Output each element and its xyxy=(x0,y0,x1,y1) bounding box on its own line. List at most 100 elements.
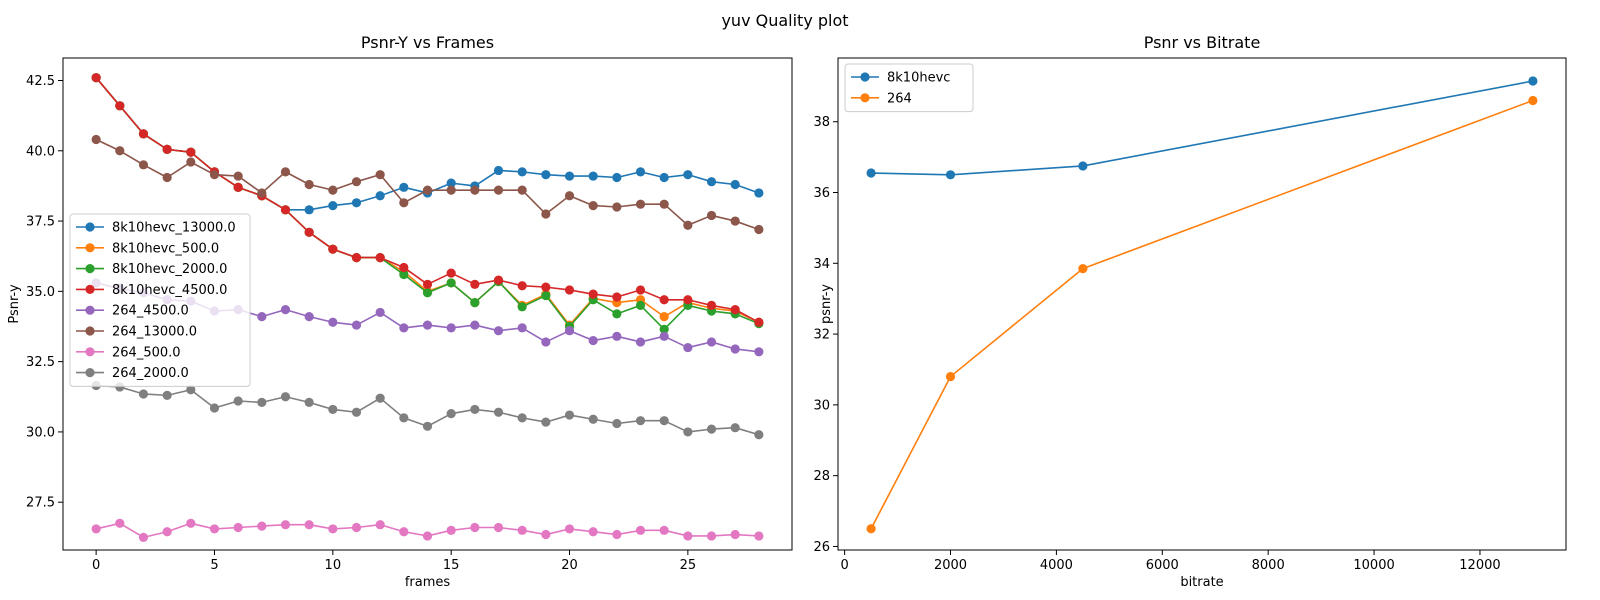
data-point xyxy=(446,409,456,419)
y-tick-label: 36 xyxy=(813,186,830,201)
data-point xyxy=(683,170,693,180)
data-point xyxy=(399,182,409,192)
data-point xyxy=(517,281,527,291)
legend-swatch-marker xyxy=(85,305,95,315)
y-tick-label: 42.5 xyxy=(26,74,55,89)
data-point xyxy=(304,227,314,237)
x-tick-label: 10000 xyxy=(1353,558,1394,573)
data-point xyxy=(659,324,669,334)
y-tick-label: 35.0 xyxy=(26,285,55,300)
legend-box xyxy=(69,213,251,387)
data-point xyxy=(635,199,646,209)
data-point xyxy=(328,244,338,254)
data-point xyxy=(659,525,669,535)
data-point xyxy=(564,171,575,181)
data-point xyxy=(659,172,669,183)
data-point xyxy=(186,157,196,167)
data-point xyxy=(612,529,622,540)
y-tick-label: 26 xyxy=(813,540,830,555)
data-point xyxy=(541,282,551,292)
legend-swatch-marker xyxy=(85,347,95,357)
data-point xyxy=(399,527,409,537)
data-point xyxy=(706,210,717,221)
x-tick-label: 4000 xyxy=(1040,558,1073,573)
data-point xyxy=(115,101,125,111)
data-point xyxy=(446,185,456,195)
series-line-1 xyxy=(870,99,1534,530)
data-point xyxy=(304,205,314,215)
data-point xyxy=(754,430,764,440)
y-tick-label: 40.0 xyxy=(26,144,55,159)
data-point xyxy=(635,416,646,426)
data-point xyxy=(470,320,480,330)
y-tick-label: 37.5 xyxy=(26,215,55,230)
data-point xyxy=(635,167,646,177)
data-point xyxy=(683,427,693,437)
data-point xyxy=(635,337,646,347)
data-point xyxy=(945,170,956,180)
y-tick-label: 34 xyxy=(813,257,830,272)
data-point xyxy=(351,253,362,263)
data-point xyxy=(446,323,456,333)
y-tick-label: 30 xyxy=(813,398,830,413)
legend-item: 264_500.0 xyxy=(76,345,181,360)
data-point xyxy=(612,418,622,429)
data-point xyxy=(588,289,598,299)
data-point xyxy=(564,326,575,336)
legend-swatch-marker xyxy=(85,243,95,253)
series-line-0 xyxy=(871,80,1534,176)
data-point xyxy=(280,167,291,177)
data-point xyxy=(541,209,551,219)
data-point xyxy=(399,323,409,333)
data-point xyxy=(564,524,575,534)
data-point xyxy=(564,285,575,295)
data-point xyxy=(328,404,338,415)
legend-item: 8k10hevc_4500.0 xyxy=(76,283,227,298)
data-point xyxy=(541,170,551,180)
data-point xyxy=(754,224,764,235)
x-tick-label: 12000 xyxy=(1459,558,1500,573)
data-point xyxy=(612,202,622,212)
data-point xyxy=(115,518,125,528)
x-tick-label: 5 xyxy=(210,558,218,573)
data-point xyxy=(659,416,669,426)
data-point xyxy=(304,179,314,190)
x-tick-label: 25 xyxy=(680,558,697,573)
data-point xyxy=(706,531,717,541)
data-point xyxy=(280,520,291,530)
legend-swatch-marker xyxy=(85,264,95,274)
legend-item: 8k10hevc_500.0 xyxy=(76,241,219,256)
x-axis-label: frames xyxy=(405,575,451,590)
data-point xyxy=(493,326,504,336)
data-point xyxy=(730,423,740,433)
data-point xyxy=(186,147,196,157)
data-point xyxy=(422,421,433,431)
y-tick-label: 27.5 xyxy=(26,496,55,511)
data-point xyxy=(754,347,764,357)
x-tick-label: 0 xyxy=(92,558,100,573)
y-tick-label: 32 xyxy=(813,328,830,343)
data-point xyxy=(1078,161,1088,171)
data-point xyxy=(493,522,504,533)
x-tick-label: 0 xyxy=(840,558,848,573)
data-point xyxy=(280,205,291,215)
legend-swatch-marker xyxy=(860,93,870,103)
x-tick-label: 6000 xyxy=(1146,558,1179,573)
data-point xyxy=(351,407,362,417)
legend-item: 8k10hevc xyxy=(851,71,950,86)
data-point xyxy=(517,167,527,177)
legend-label: 264_13000.0 xyxy=(112,325,197,340)
data-point xyxy=(659,199,669,209)
data-point xyxy=(683,531,693,541)
axes-frame xyxy=(837,57,1567,551)
data-point xyxy=(446,178,456,188)
data-point xyxy=(209,403,220,413)
data-point xyxy=(706,424,717,434)
figure-suptitle: yuv Quality plot xyxy=(721,11,848,30)
data-point xyxy=(493,165,504,176)
x-tick-label: 15 xyxy=(443,558,460,573)
data-point xyxy=(730,216,740,226)
data-point xyxy=(754,531,764,541)
legend-swatch-marker xyxy=(85,326,95,336)
data-point xyxy=(588,171,598,181)
